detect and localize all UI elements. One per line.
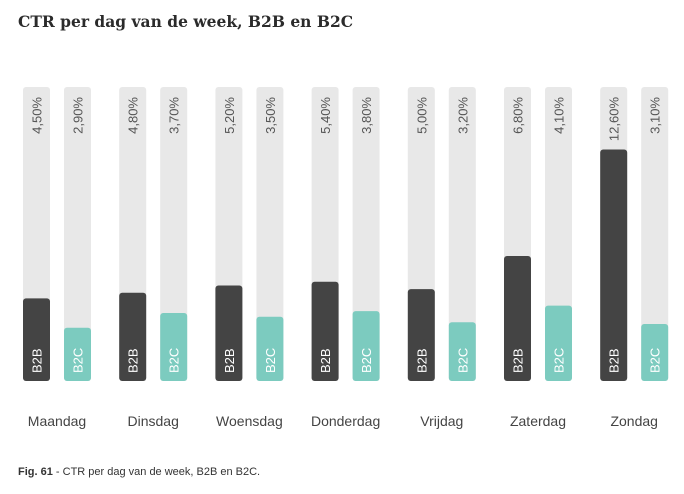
value-label: 3,80% [359,97,374,134]
value-label: 5,20% [222,97,237,134]
value-label: 3,70% [167,97,182,134]
bar-b2c [160,313,188,381]
series-label: B2B [222,348,237,373]
bar-b2c [448,322,476,381]
value-label: 12,60% [607,97,622,142]
value-label: 3,50% [263,97,278,134]
value-label: 6,80% [511,97,526,134]
category-label: Zondag [610,413,657,429]
bar-b2b [504,256,531,381]
value-label: 3,20% [455,97,470,134]
bar-b2c [256,316,284,381]
bar-b2b [600,149,628,381]
series-label: B2B [30,348,45,373]
bar-track [160,87,188,381]
category-label: Woensdag [216,413,283,429]
bar-b2c [64,327,91,381]
figure-number: Fig. 61 [18,466,53,478]
series-label: B2B [511,348,526,373]
value-label: 5,40% [318,97,333,134]
caption-text: - CTR per dag van de week, B2B en B2C. [52,466,261,478]
series-label: B2C [167,348,182,373]
series-label: B2C [648,348,663,373]
series-label: B2B [414,348,429,373]
bar-track [448,87,476,381]
bar-b2c [545,305,572,381]
category-label: Vrijdag [420,413,463,429]
bar-b2b [119,292,147,381]
bar-b2b [407,289,435,381]
value-label: 2,90% [71,97,86,134]
bar-b2b [215,285,243,381]
value-label: 5,00% [414,97,429,134]
bar-track [641,87,669,381]
bar-b2c [352,311,380,381]
value-label: 4,80% [126,97,141,134]
category-label: Zaterdag [510,413,566,429]
bar-track [256,87,284,381]
series-label: B2C [552,348,567,373]
series-label: B2B [318,348,333,373]
category-label: Maandag [28,413,86,429]
series-label: B2C [263,348,278,373]
value-label: 3,10% [648,97,663,134]
series-label: B2C [359,348,374,373]
series-label: B2C [71,348,86,373]
bar-track [64,87,91,381]
series-label: B2B [607,348,622,373]
category-label: Donderdag [311,413,380,429]
chart-title: CTR per dag van de week, B2B en B2C [18,12,354,31]
value-label: 4,50% [30,97,45,134]
bar-b2c [641,324,669,381]
bar-b2b [23,298,50,381]
figure-caption: Fig. 61 - CTR per dag van de week, B2B e… [18,466,260,478]
category-label: Dinsdag [128,413,179,429]
series-label: B2B [126,348,141,373]
bar-b2b [311,281,339,381]
value-label: 4,10% [552,97,567,134]
bar-track [352,87,380,381]
series-label: B2C [455,348,470,373]
